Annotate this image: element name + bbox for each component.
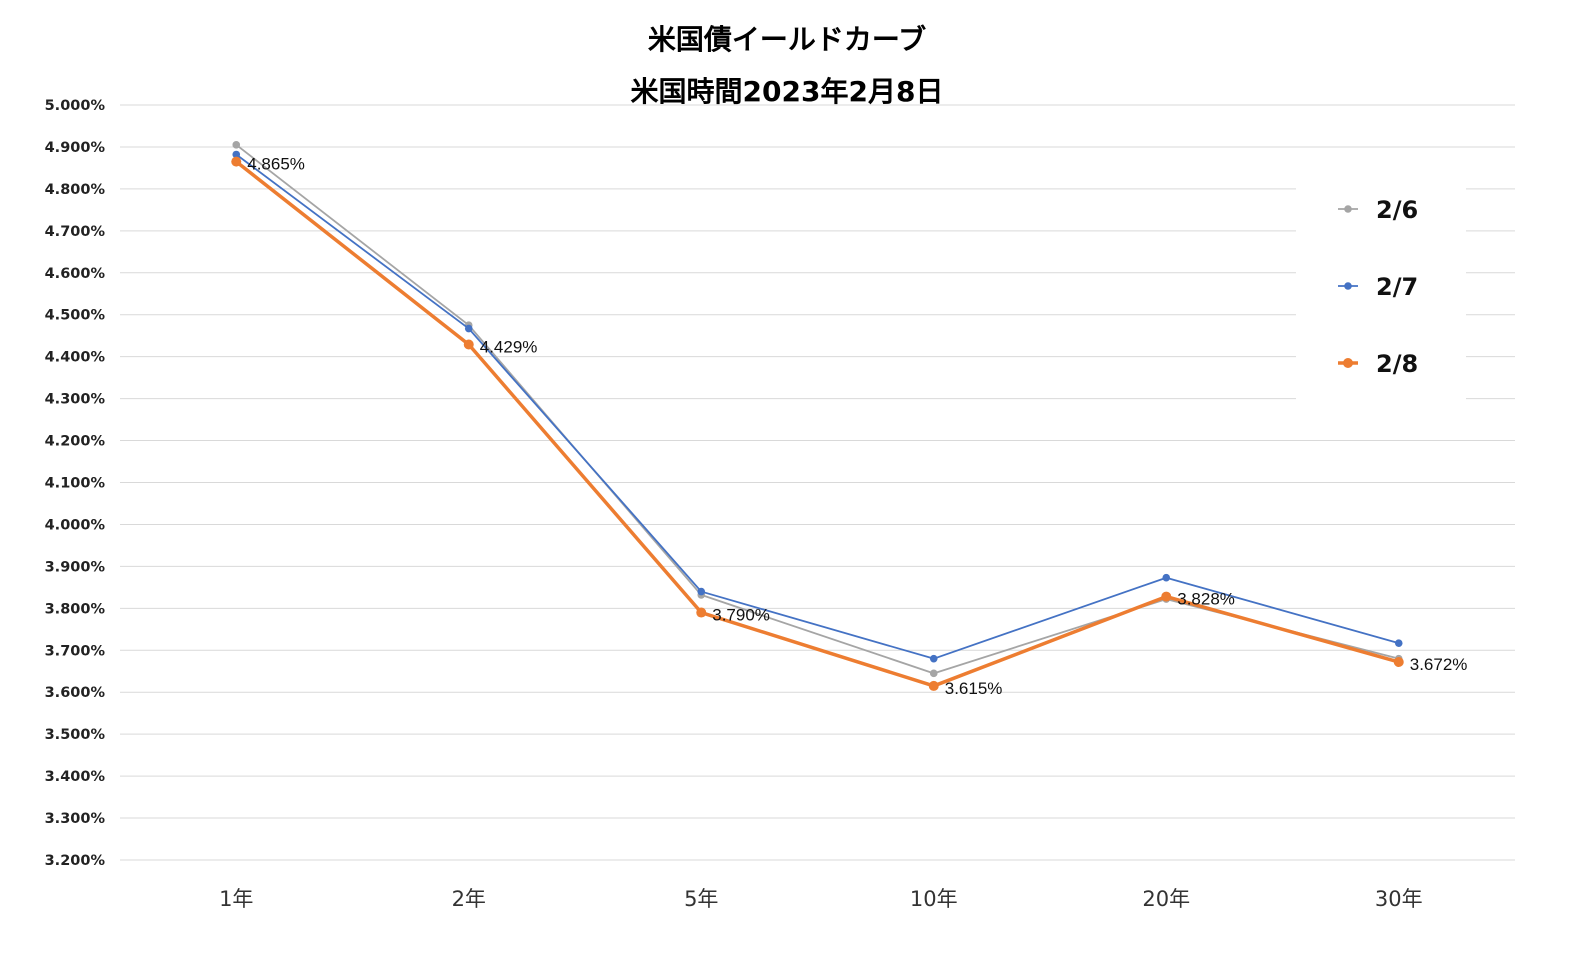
y-tick-label: 3.600% (45, 685, 106, 701)
data-point (1162, 573, 1171, 582)
y-tick-label: 4.100% (45, 476, 106, 492)
data-point (232, 141, 241, 149)
x-tick-label: 5年 (684, 887, 718, 911)
data-point (463, 339, 474, 350)
legend-item: 2/7 (1338, 273, 1418, 301)
data-label: 3.615% (945, 679, 1003, 698)
data-point (464, 324, 473, 333)
data-label: 3.672% (1410, 655, 1468, 674)
legend-box (1296, 168, 1466, 400)
data-point (231, 156, 242, 167)
data-label: 4.429% (480, 338, 538, 357)
x-tick-label: 30年 (1375, 887, 1423, 911)
x-tick-label: 20年 (1142, 887, 1190, 911)
data-label: 3.828% (1177, 590, 1235, 609)
y-tick-label: 4.400% (45, 350, 106, 366)
y-tick-label: 5.000% (45, 98, 106, 114)
x-tick-label: 10年 (910, 887, 958, 911)
data-label: 4.865% (247, 155, 305, 174)
chart-title: 米国債イールドカーブ (647, 23, 927, 56)
y-tick-label: 4.600% (45, 266, 106, 282)
series-2-8 (231, 156, 1404, 691)
y-tick-label: 3.900% (45, 559, 106, 575)
data-point (929, 669, 938, 678)
x-axis-ticks: 1年 2年 5年 10年 20年 30年 (219, 887, 1423, 911)
legend-label: 2/8 (1376, 350, 1418, 378)
y-tick-label: 3.300% (45, 811, 106, 827)
chart-subtitle: 米国時間2023年2月8日 (630, 75, 944, 108)
x-tick-label: 1年 (219, 887, 253, 911)
legend-label: 2/7 (1376, 273, 1418, 301)
y-tick-label: 4.500% (45, 308, 106, 324)
data-labels: 4.865% 4.429% 3.790% 3.615% 3.828% 3.672% (247, 155, 1467, 698)
y-tick-label: 4.300% (45, 392, 106, 408)
y-tick-label: 3.200% (45, 853, 106, 869)
y-tick-label: 4.200% (45, 434, 106, 450)
y-tick-label: 3.500% (45, 727, 106, 743)
data-point (696, 607, 707, 618)
data-point (1394, 639, 1403, 647)
series-2-7 (232, 150, 1403, 663)
y-tick-label: 3.800% (45, 601, 106, 617)
legend-swatch-marker (1343, 358, 1353, 368)
x-tick-label: 2年 (452, 887, 486, 911)
legend: 2/6 2/7 2/8 (1296, 168, 1466, 400)
legend-swatch-marker (1344, 282, 1352, 290)
data-point (929, 654, 938, 663)
y-tick-label: 4.800% (45, 182, 106, 198)
data-point (928, 680, 939, 691)
y-tick-label: 3.400% (45, 769, 106, 785)
legend-item: 2/8 (1338, 350, 1418, 378)
gridlines (120, 104, 1515, 861)
legend-label: 2/6 (1376, 196, 1418, 224)
legend-item: 2/6 (1338, 196, 1418, 224)
series-lines (231, 141, 1404, 691)
series-line (235, 153, 1399, 660)
y-tick-label: 4.000% (45, 517, 106, 533)
data-label: 3.790% (712, 606, 770, 625)
y-tick-label: 4.700% (45, 224, 106, 240)
y-tick-label: 3.700% (45, 643, 106, 659)
series-line (235, 160, 1400, 688)
data-point (697, 587, 706, 596)
data-point (232, 150, 241, 159)
y-tick-label: 4.900% (45, 140, 106, 156)
y-axis-ticks: 5.000% 4.900% 4.800% 4.700% 4.600% 4.500% 4.40… (45, 98, 106, 869)
legend-swatch-marker (1344, 205, 1352, 213)
data-point (1161, 591, 1172, 602)
data-point (1393, 657, 1404, 668)
